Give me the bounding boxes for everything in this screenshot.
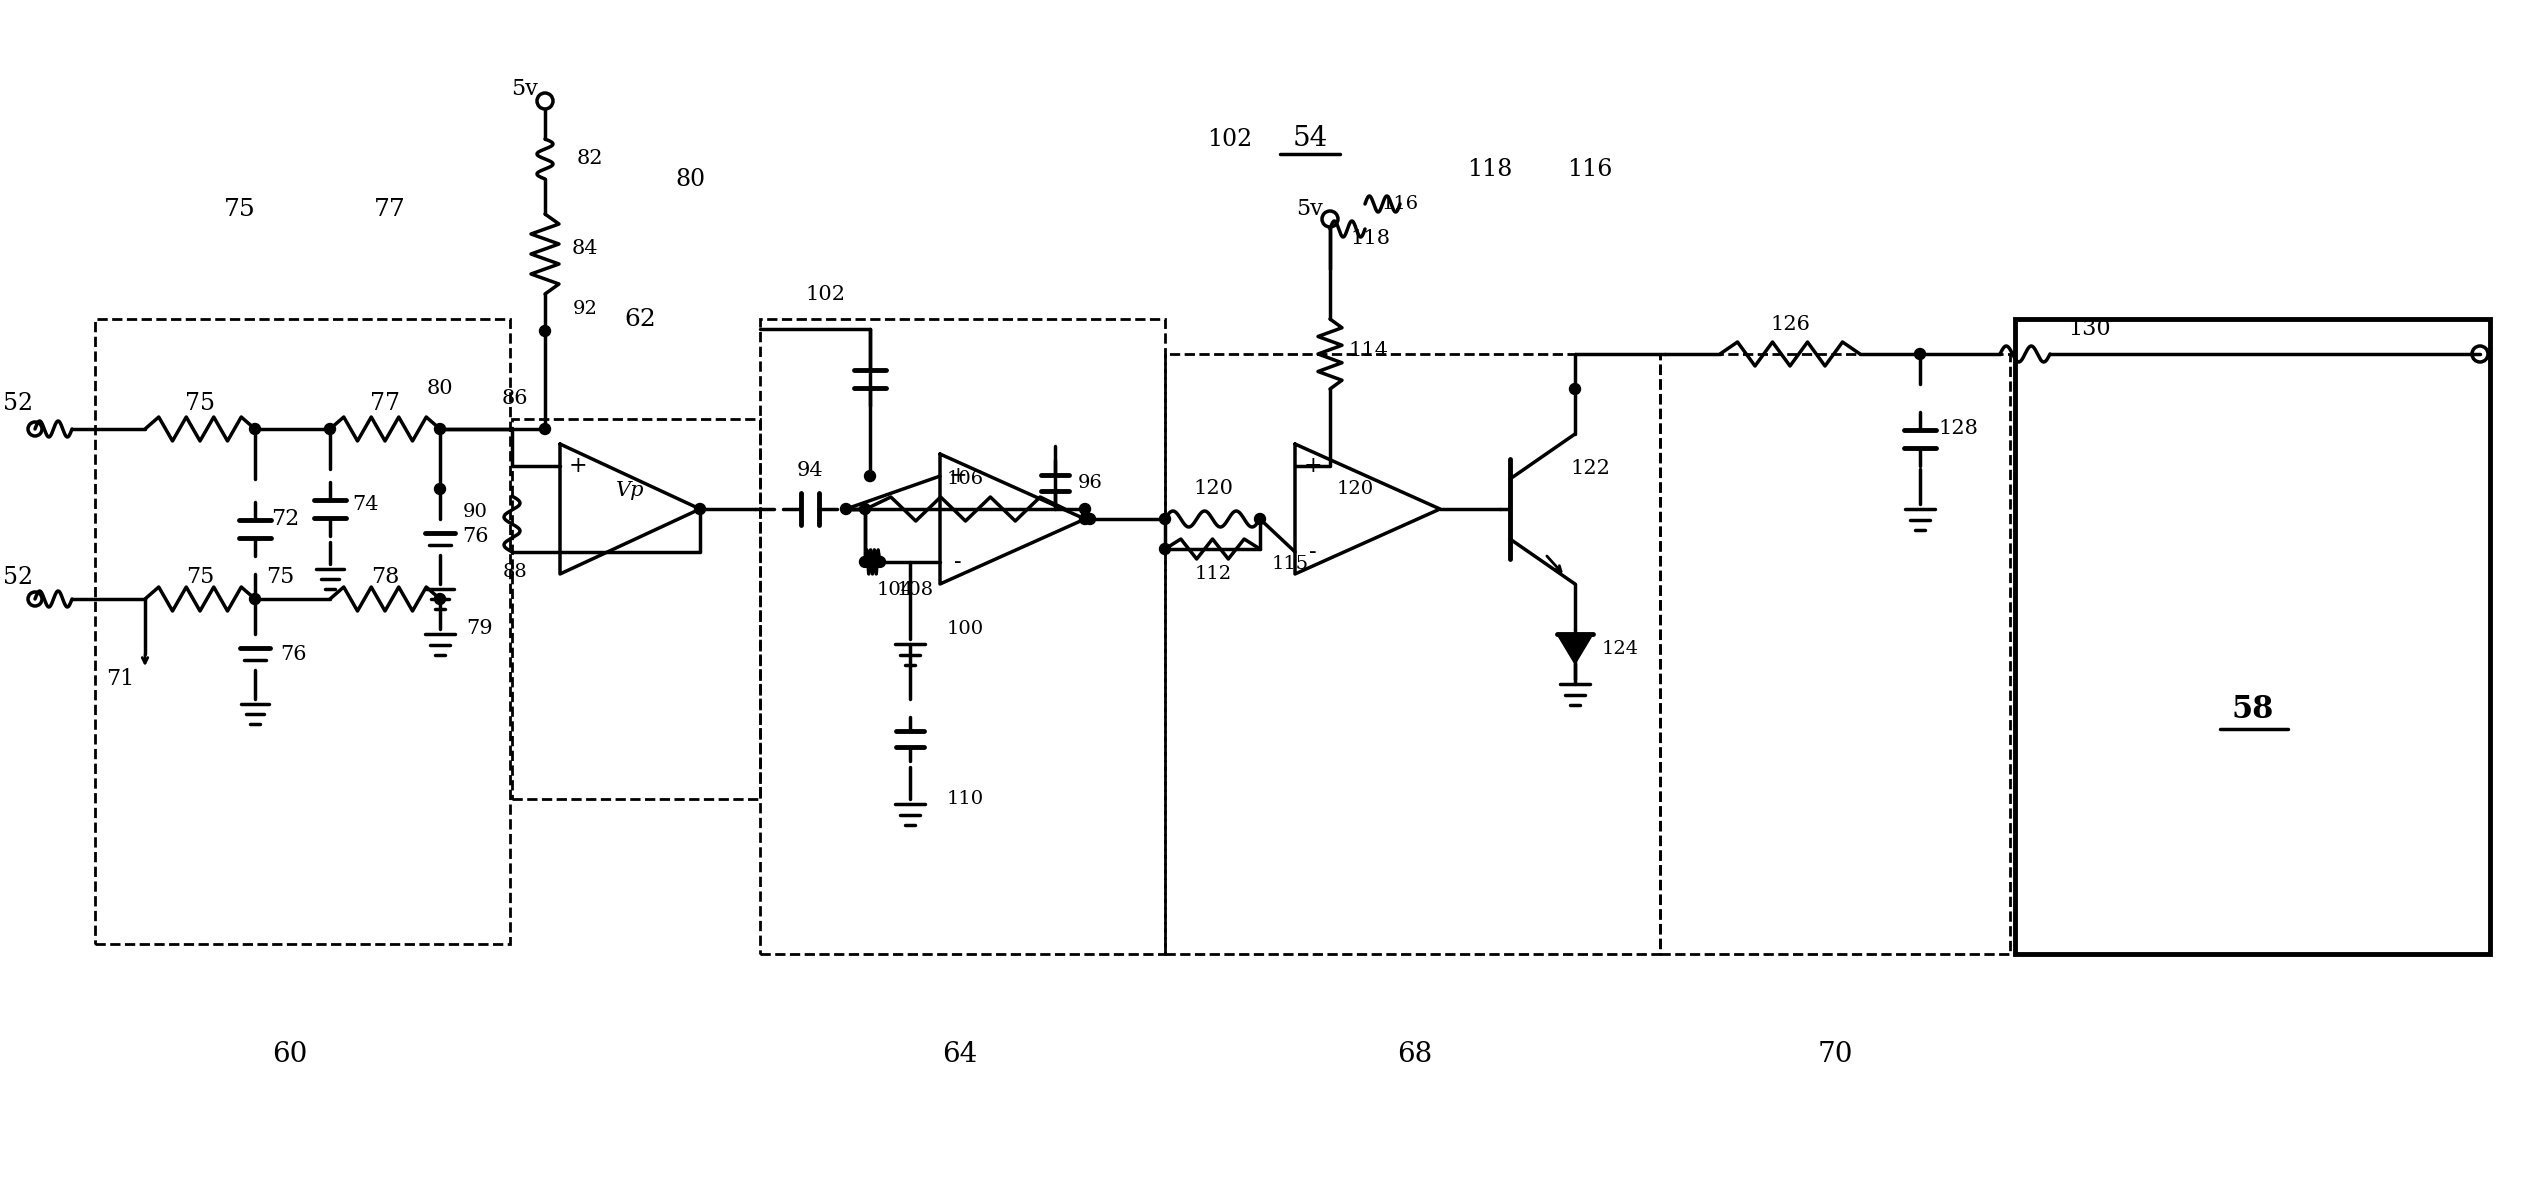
Text: 122: 122 bbox=[1571, 459, 1609, 478]
Circle shape bbox=[540, 326, 550, 336]
Text: 86: 86 bbox=[502, 390, 527, 409]
Text: 115: 115 bbox=[1270, 555, 1309, 573]
Circle shape bbox=[1080, 503, 1090, 515]
Circle shape bbox=[250, 423, 260, 434]
Text: 54: 54 bbox=[1293, 126, 1326, 152]
Circle shape bbox=[840, 503, 850, 515]
Circle shape bbox=[861, 556, 871, 567]
Circle shape bbox=[435, 484, 446, 495]
Text: +: + bbox=[1304, 455, 1321, 477]
Text: 90: 90 bbox=[463, 503, 489, 521]
Circle shape bbox=[250, 593, 260, 604]
Text: 77: 77 bbox=[369, 392, 400, 415]
Text: 120: 120 bbox=[1194, 479, 1232, 498]
Circle shape bbox=[323, 423, 336, 434]
Circle shape bbox=[873, 556, 886, 567]
Text: 80: 80 bbox=[428, 379, 453, 398]
Text: 116: 116 bbox=[1382, 195, 1418, 213]
Text: 112: 112 bbox=[1194, 565, 1232, 583]
Text: -: - bbox=[1309, 541, 1316, 562]
Text: 5v: 5v bbox=[1296, 199, 1324, 220]
Circle shape bbox=[540, 423, 550, 434]
Text: 62: 62 bbox=[624, 308, 657, 331]
Text: 130: 130 bbox=[2070, 317, 2111, 340]
Circle shape bbox=[1255, 514, 1265, 524]
Text: 110: 110 bbox=[947, 789, 983, 809]
Text: 5v: 5v bbox=[512, 78, 537, 100]
Circle shape bbox=[1158, 514, 1171, 524]
Text: 118: 118 bbox=[1349, 229, 1390, 249]
Text: 102: 102 bbox=[1207, 127, 1253, 151]
Text: 126: 126 bbox=[1769, 315, 1810, 333]
Circle shape bbox=[1568, 384, 1581, 395]
Text: 75: 75 bbox=[224, 197, 257, 220]
Text: 116: 116 bbox=[1568, 157, 1612, 181]
Text: 124: 124 bbox=[1601, 640, 1640, 658]
Text: 74: 74 bbox=[351, 495, 379, 514]
Text: 120: 120 bbox=[1337, 480, 1372, 498]
Circle shape bbox=[1085, 514, 1095, 524]
Text: 58: 58 bbox=[2233, 693, 2274, 724]
Text: 102: 102 bbox=[805, 284, 845, 303]
Circle shape bbox=[435, 423, 446, 434]
Text: 80: 80 bbox=[675, 168, 705, 190]
Text: 77: 77 bbox=[374, 197, 405, 220]
Text: 71: 71 bbox=[107, 668, 135, 690]
Text: 100: 100 bbox=[947, 619, 983, 638]
Text: 114: 114 bbox=[1347, 341, 1388, 360]
Text: 106: 106 bbox=[947, 470, 985, 487]
Text: 76: 76 bbox=[461, 527, 489, 546]
Text: 82: 82 bbox=[578, 150, 603, 169]
Bar bbox=[1166, 354, 1660, 954]
Circle shape bbox=[1158, 543, 1171, 554]
Text: 79: 79 bbox=[466, 619, 494, 638]
Circle shape bbox=[695, 503, 705, 515]
Text: 70: 70 bbox=[1818, 1040, 1853, 1068]
Text: 78: 78 bbox=[372, 566, 400, 589]
Circle shape bbox=[435, 593, 446, 604]
Text: 52: 52 bbox=[3, 566, 33, 589]
Text: 104: 104 bbox=[876, 581, 914, 599]
Polygon shape bbox=[1558, 634, 1594, 663]
Text: +: + bbox=[568, 455, 588, 477]
Text: 68: 68 bbox=[1398, 1040, 1433, 1068]
Text: 84: 84 bbox=[573, 239, 598, 258]
Text: 52: 52 bbox=[3, 392, 33, 415]
Text: 75: 75 bbox=[186, 566, 214, 589]
Text: 72: 72 bbox=[270, 508, 298, 530]
Circle shape bbox=[861, 503, 871, 515]
Text: 118: 118 bbox=[1466, 157, 1512, 181]
Text: 60: 60 bbox=[272, 1040, 308, 1068]
Text: -: - bbox=[955, 551, 962, 573]
Text: 94: 94 bbox=[797, 461, 822, 480]
Text: 108: 108 bbox=[896, 581, 934, 599]
Circle shape bbox=[866, 471, 876, 482]
Bar bbox=[2014, 319, 2490, 954]
Text: 96: 96 bbox=[1077, 473, 1102, 491]
Bar bbox=[761, 319, 1166, 954]
Text: 75: 75 bbox=[186, 392, 214, 415]
Bar bbox=[94, 319, 509, 944]
Bar bbox=[512, 419, 761, 799]
Text: -: - bbox=[575, 541, 583, 564]
Text: 76: 76 bbox=[280, 644, 306, 663]
Text: 128: 128 bbox=[1938, 420, 1978, 439]
Circle shape bbox=[1915, 348, 1925, 359]
Text: +: + bbox=[950, 465, 967, 487]
Text: 75: 75 bbox=[265, 566, 295, 589]
Text: Vp: Vp bbox=[616, 482, 644, 501]
Text: 64: 64 bbox=[942, 1040, 978, 1068]
Circle shape bbox=[1080, 514, 1090, 524]
Text: 92: 92 bbox=[573, 300, 598, 317]
Text: 88: 88 bbox=[502, 562, 527, 581]
Bar bbox=[1660, 354, 2009, 954]
